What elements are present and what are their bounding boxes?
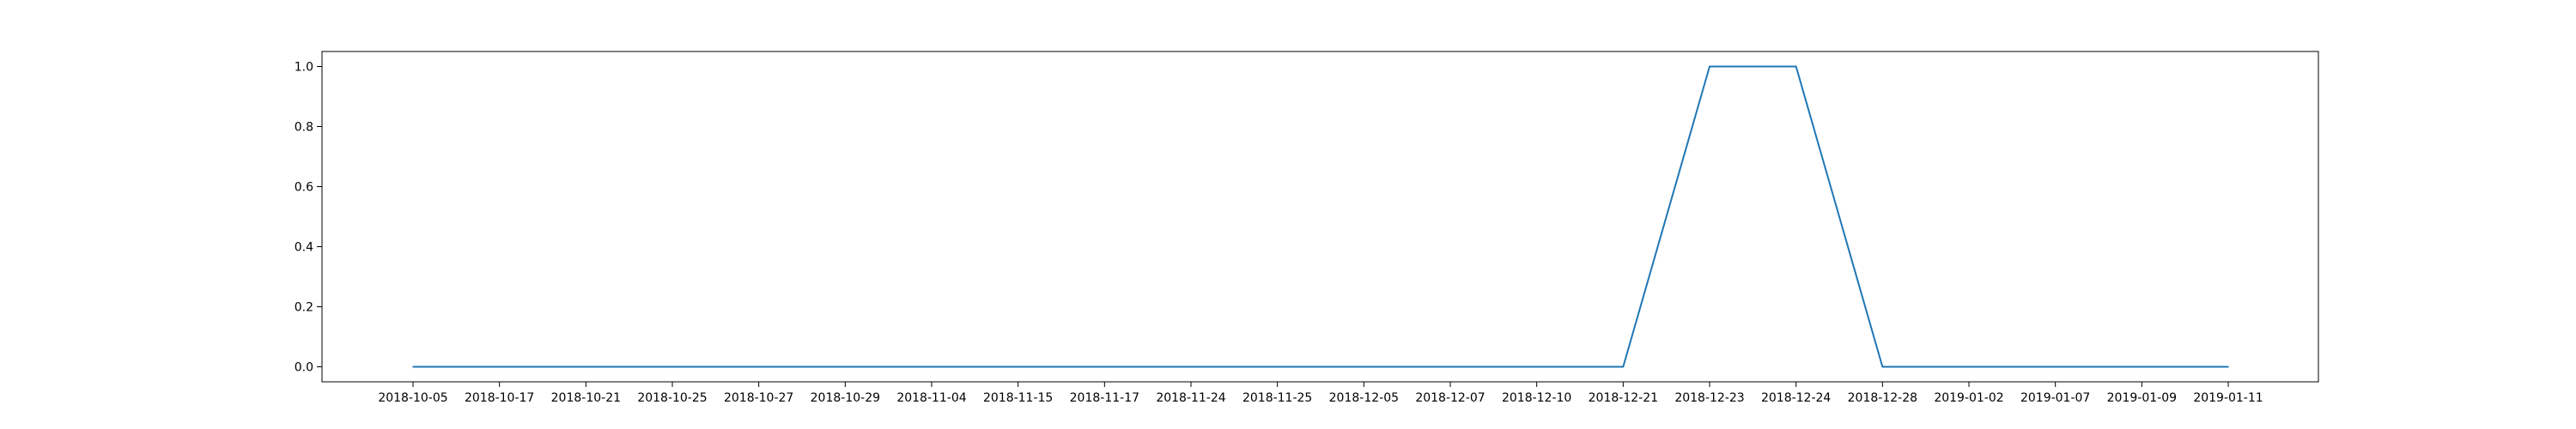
data-point [1881, 366, 1884, 368]
data-point [1968, 366, 1970, 368]
y-tick-label: 0.0 [295, 361, 313, 375]
data-point [2054, 366, 2057, 368]
x-tick-label: 2018-10-17 [465, 391, 534, 405]
data-point [1449, 366, 1451, 368]
x-tick-label: 2018-12-24 [1761, 391, 1831, 405]
x-tick-label: 2018-12-05 [1329, 391, 1399, 405]
x-tick-label: 2019-01-02 [1934, 391, 2003, 405]
x-tick-label: 2019-01-07 [2020, 391, 2090, 405]
x-tick-label: 2018-12-07 [1415, 391, 1485, 405]
y-axis: 0.0 0.2 0.4 0.6 0.8 1.0 [295, 61, 322, 375]
x-tick-label: 2019-01-11 [2193, 391, 2263, 405]
y-tick-label: 1.0 [295, 61, 313, 75]
x-tick-label: 2018-11-04 [896, 391, 966, 405]
data-point [2227, 366, 2229, 368]
x-tick-label: 2018-12-10 [1502, 391, 1571, 405]
x-tick-label: 2019-01-09 [2107, 391, 2177, 405]
x-tick-label: 2018-10-05 [378, 391, 447, 405]
x-tick-label: 2018-10-25 [637, 391, 707, 405]
x-tick-label: 2018-10-27 [724, 391, 793, 405]
data-point [757, 366, 760, 368]
x-tick-label: 2018-12-28 [1848, 391, 1917, 405]
data-point [498, 366, 501, 368]
x-tick-label: 2018-11-17 [1070, 391, 1139, 405]
data-point [931, 366, 933, 368]
y-tick-label: 0.6 [295, 181, 313, 195]
data-point [1363, 366, 1365, 368]
x-tick-label: 2018-11-24 [1156, 391, 1225, 405]
data-point [2141, 366, 2143, 368]
x-tick-label: 2018-12-23 [1674, 391, 1744, 405]
data-point [1709, 65, 1710, 68]
x-tick-label: 2018-12-21 [1589, 391, 1658, 405]
data-point [1535, 366, 1538, 368]
data-point [671, 366, 673, 368]
x-tick-label: 2018-10-29 [811, 391, 880, 405]
plot-frame [321, 51, 2319, 383]
x-tick-label: 2018-11-25 [1242, 391, 1312, 405]
data-point [412, 366, 414, 368]
y-tick-label: 0.4 [295, 241, 313, 255]
data-point [844, 366, 847, 368]
x-tick-label: 2018-11-15 [983, 391, 1053, 405]
x-axis: 2018-10-05 2018-10-17 2018-10-21 2018-10-25… [378, 382, 2263, 405]
data-point [585, 366, 587, 368]
y-tick-label: 0.8 [295, 121, 313, 135]
data-point [1103, 366, 1106, 368]
series-layer [412, 65, 2229, 368]
y-tick-label: 0.2 [295, 301, 313, 315]
data-point [1276, 366, 1279, 368]
data-point [1795, 65, 1797, 68]
data-point [1622, 366, 1625, 368]
data-point [1017, 366, 1019, 368]
series-line [413, 65, 2228, 368]
x-tick-label: 2018-10-21 [551, 391, 621, 405]
data-point [1190, 366, 1192, 368]
